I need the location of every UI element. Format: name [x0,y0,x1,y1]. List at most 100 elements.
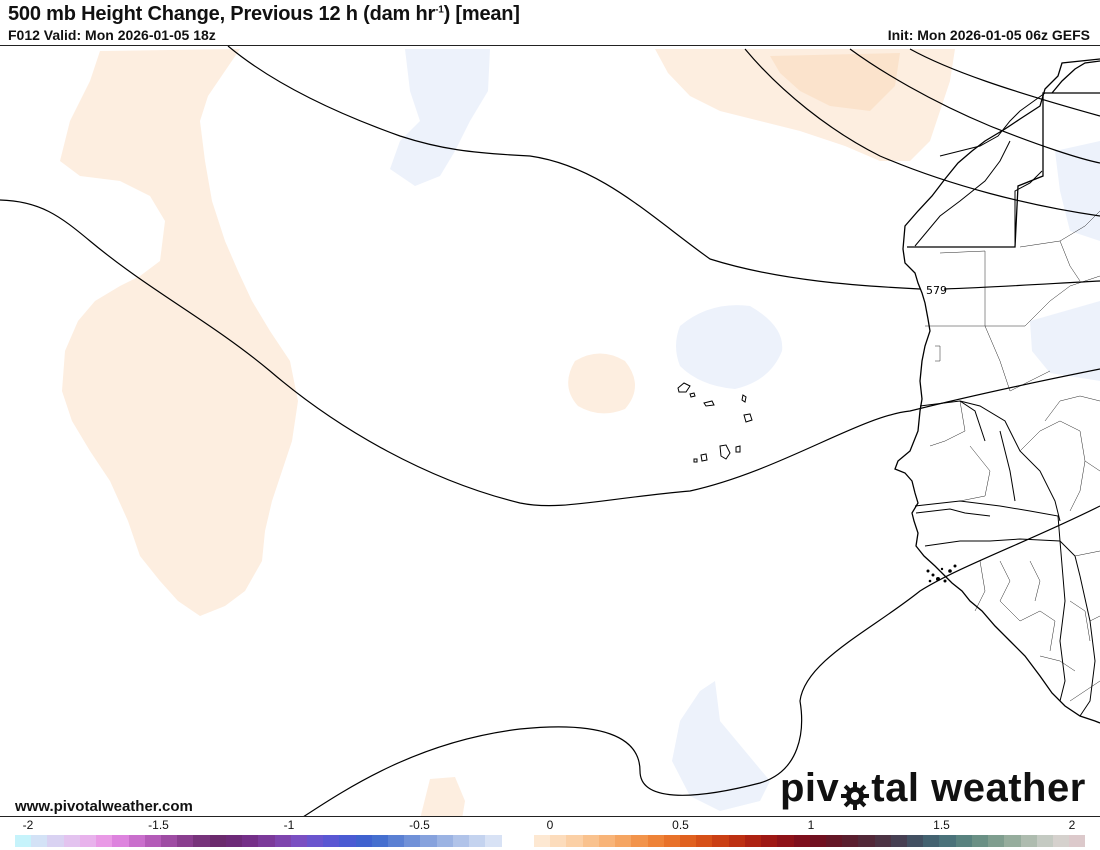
colorbar-swatch [225,835,243,847]
colorbar-swatch [160,835,178,847]
colorbar-swatch [712,835,729,847]
colorbar-swatch [47,835,64,847]
colorbar-tick-label: 0.5 [672,818,689,832]
admin-line-3 [1024,275,1100,327]
colorbar-swatch [258,835,275,847]
colorbar-swatch [355,835,372,847]
border-2 [939,92,1046,157]
negative-anomaly-shading [390,49,1100,811]
colorbar-swatch [79,835,97,847]
cape-verde-islands [677,382,753,463]
colorbar-swatch [177,835,194,847]
contour-line-2 [0,199,1100,507]
colorbar-swatch [371,835,389,847]
border-6 [915,508,991,517]
contour-line-6 [303,505,1100,816]
colorbar-tick-label: -1.5 [148,818,169,832]
island-santiago [719,444,731,460]
site-url[interactable]: www.pivotalweather.com [15,798,193,815]
island-sao-nicolau [703,400,715,407]
colorbar-tick-label: 0 [546,818,554,832]
negative-region-east [1055,141,1100,241]
negative-region-south [672,681,770,811]
colorbar-swatch [566,835,583,847]
map-panel[interactable]: 579 [0,45,1100,817]
colorbar-swatch [858,835,875,847]
colorbar-swatch [647,835,664,847]
colorbar-swatch [631,835,648,847]
colorbar-swatch [696,835,713,847]
colorbar-swatch [761,835,778,847]
colorbar-swatch [809,835,826,847]
colorbar-swatch [777,835,794,847]
colorbar-swatch [242,835,259,847]
admin-line-17 [1039,655,1076,672]
country-border-north [1051,60,1100,94]
colorbar-swatch [1069,835,1086,847]
colorbar-swatch [15,835,32,847]
colorbar-swatch [550,835,567,847]
contour-line-579 [943,280,1100,290]
border-8 [1059,540,1066,702]
positive-region-center [568,353,635,414]
colorbar-tick-label: 1 [807,818,815,832]
africa-coastline [894,58,1100,724]
colorbar-swatch [842,835,859,847]
admin-line-1 [939,250,1025,327]
contour-line-4 [849,48,1100,164]
colorbar-swatch [793,835,810,847]
height-contours [0,46,1100,816]
colorbar-swatch [825,835,843,847]
admin-line-16 [1069,600,1091,642]
colorbar-swatch [988,835,1005,847]
admin-line-9 [959,445,991,502]
colorbar-swatch [436,835,453,847]
colorbar-tick-label: -2 [22,818,34,832]
colorbar-tick-label: -0.5 [409,818,430,832]
colorbar-tick-label: 2 [1068,818,1076,832]
colorbar-swatch [274,835,291,847]
colorbar-swatch [939,835,956,847]
colorbar-tick-labels: -2 -1.5 -1 -0.5 0 0.5 1 1.5 2 [0,818,1100,834]
map-title: 500 mb Height Change, Previous 12 h (dam… [8,3,520,25]
island-boa-vista [743,413,753,423]
border-11 [1079,575,1096,717]
admin-line-18 [1069,680,1100,702]
colorbar-swatch [679,835,697,847]
gear-icon-graphic [841,781,870,810]
admin-line-22 [1089,615,1100,622]
island-santo-antao [677,382,691,393]
colorbar-swatch [193,835,210,847]
admin-line-5 [1019,210,1100,248]
colorbar-swatch [663,835,680,847]
positive-region-west [60,49,298,616]
admin-line-6 [1059,240,1081,282]
colorbar-swatch [388,835,405,847]
colorbar-swatch [728,835,745,847]
contour-line-3 [744,48,1100,217]
border-7 [924,538,1081,577]
colorbar-swatch [404,835,421,847]
island-sao-vicente [689,392,696,398]
colorbar-swatch [582,835,599,847]
colorbar-swatch [469,835,486,847]
admin-line-14 [974,560,986,612]
colorbar-swatch [1036,835,1053,847]
colorbar-swatch [955,835,972,847]
island-fogo [700,453,708,462]
admin-line-19 [1044,395,1100,422]
colorbar-tick-label: 1.5 [933,818,950,832]
admin-line-20 [1084,460,1100,472]
negative-region-center [676,305,783,389]
colorbar-swatch [907,835,924,847]
colorbar-swatch [501,835,518,847]
negative-region-southeast [1030,301,1100,381]
border-1 [1014,170,1043,247]
admin-line-21 [1074,550,1100,557]
border-3 [914,140,1011,247]
colorbar-swatch [923,835,940,847]
admin-line-11 [1069,430,1086,512]
border-4 [919,400,1061,522]
valid-time: F012 Valid: Mon 2026-01-05 18z [8,27,216,43]
colorbar-swatch [306,835,324,847]
